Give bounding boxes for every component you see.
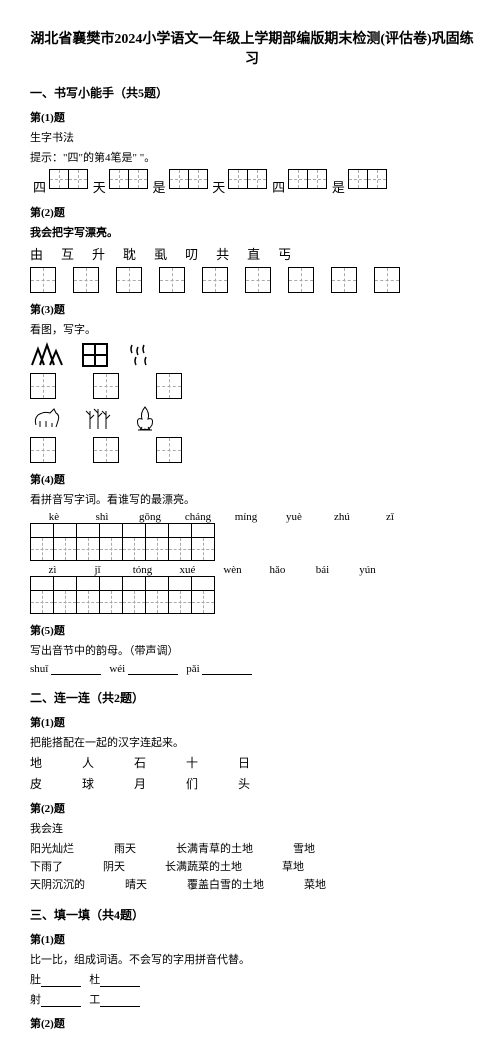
q2-2-title: 第(2)题 [30,800,474,816]
q1-4-pinyin-2: zìjǐtóngxuéwènhǎobáiyún [30,564,474,576]
field-icon [80,341,110,369]
q2-1-title: 第(1)题 [30,714,474,730]
q1-4-crow-1 [30,537,474,561]
q1-3-title: 第(3)题 [30,301,474,317]
q2-1-row2: 皮球月们头 [30,775,474,792]
char: 升 [92,244,105,263]
bamboo-icon [82,403,114,433]
char: 叨 [185,244,198,263]
q1-5-title: 第(5)题 [30,622,474,638]
q3-1-line1: 比一比，组成词语。不会写的字用拼音代替。 [30,951,474,967]
q1-4-pinyin-1: kèshìgōngchángmíngyuèzhúzǐ [30,511,474,523]
q1-1-line2: 提示："四"的第4笔是" "。 [30,149,474,165]
horse-icon [30,403,66,433]
q3-1-r1: 肚 杜 [30,971,474,987]
q1-4-prow-2 [30,576,474,590]
q1-4-prow-1 [30,523,474,537]
q1-1-boxes: 四 天 是 天 四 是 [30,169,474,196]
q3-2-title: 第(2)题 [30,1015,474,1031]
char: 天 [212,177,225,196]
rain-icon [126,341,156,369]
q1-3-boxes-2 [30,437,474,463]
char: 由 [30,244,43,263]
q2-1-line1: 把能搭配在一起的汉字连起来。 [30,734,474,750]
q1-5-line1: 写出音节中的韵母。（带声调） [30,642,474,658]
q1-3-images-1 [30,341,474,369]
q1-2-chars: 由 互 升 耽 虱 叨 共 直 丐 [30,244,474,263]
q2-2-r3: 天阴沉沉的晴天覆盖白雪的土地菜地 [30,876,474,892]
mountain-icon [30,341,64,369]
fire-icon [130,403,160,433]
q3-1-r2: 射 工 [30,991,474,1007]
q3-1-title: 第(1)题 [30,931,474,947]
char: 互 [61,244,74,263]
q1-4-title: 第(4)题 [30,471,474,487]
char: 丐 [278,244,291,263]
q1-1-line1: 生字书法 [30,129,474,145]
char: 四 [33,177,46,196]
q2-1-row1: 地人石十日 [30,754,474,771]
section-1-heading: 一、书写小能手（共5题） [30,84,474,101]
q1-3-line1: 看图，写字。 [30,321,474,337]
q1-1-title: 第(1)题 [30,109,474,125]
section-2-heading: 二、连一连（共2题） [30,689,474,706]
q1-4-crow-2 [30,590,474,614]
char: 虱 [154,244,167,263]
q1-2-title: 第(2)题 [30,204,474,220]
q1-4-line1: 看拼音写字词。看谁写的最漂亮。 [30,491,474,507]
q1-3-boxes-1 [30,373,474,399]
char: 是 [332,177,345,196]
section-3-heading: 三、填一填（共4题） [30,906,474,923]
char: 耽 [123,244,136,263]
char: 共 [216,244,229,263]
q1-2-boxes [30,267,474,293]
q1-3-images-2 [30,403,474,433]
q2-2-r2: 下雨了阴天长满蔬菜的土地草地 [30,858,474,874]
q1-5-blanks: shuǐ wéi pǎi [30,662,474,675]
char: 直 [247,244,260,263]
char: 是 [153,177,166,196]
char: 天 [93,177,106,196]
q2-2-r1: 阳光灿烂雨天长满青草的土地雪地 [30,840,474,856]
page-title: 湖北省襄樊市2024小学语文一年级上学期部编版期末检测(评估卷)巩固练习 [30,28,474,68]
q1-2-line1: 我会把字写漂亮。 [30,224,474,240]
q2-2-line1: 我会连 [30,820,474,836]
char: 四 [272,177,285,196]
